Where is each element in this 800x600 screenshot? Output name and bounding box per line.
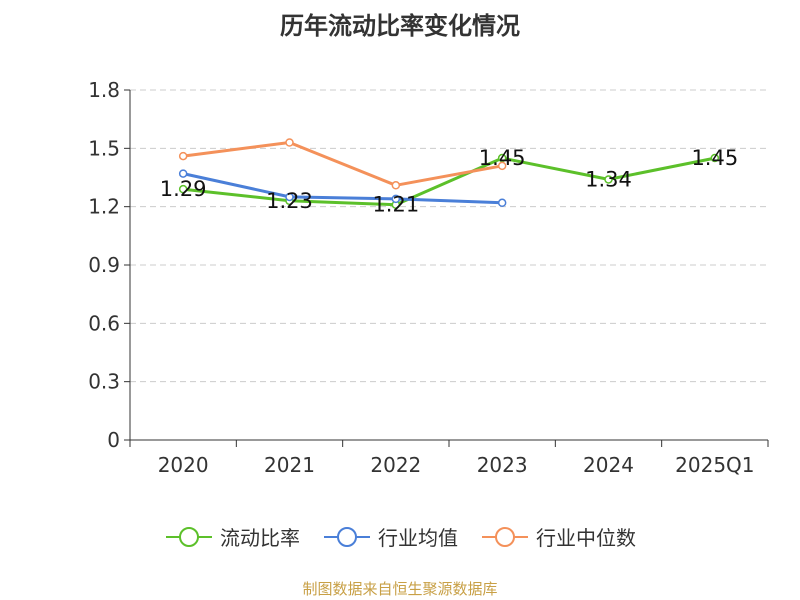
data-label: 1.45 (479, 146, 526, 170)
data-point (285, 138, 294, 147)
data-label: 1.23 (266, 189, 313, 213)
series-line-3 (183, 141, 503, 187)
data-point (497, 153, 507, 163)
data-point (178, 151, 188, 161)
source-note: 制图数据来自恒生聚源数据库 (302, 580, 498, 598)
data-label: 1.29 (160, 177, 207, 201)
legend-label: 流动比率 (220, 526, 300, 550)
x-tick-label: 2020 (158, 453, 209, 477)
legend-label: 行业均值 (378, 526, 458, 550)
x-tick-label: 2025Q1 (675, 453, 754, 477)
data-point (604, 175, 613, 184)
y-tick-label: 1.5 (88, 136, 120, 160)
legend-item: 行业中位数 (480, 522, 636, 551)
chart-title: 历年流动比率变化情况 (280, 12, 520, 40)
data-point (178, 184, 188, 194)
data-point (497, 198, 507, 208)
legend-label: 行业中位数 (536, 526, 636, 550)
legend-swatch (482, 526, 528, 547)
data-point (178, 169, 188, 178)
data-label: 1.34 (585, 167, 632, 191)
y-tick-label: 1.8 (88, 78, 120, 102)
legend: 流动比率 行业均值 行业中位数 (0, 522, 800, 551)
data-point (391, 181, 401, 190)
x-tick-label: 2022 (370, 453, 421, 477)
data-point (391, 194, 401, 204)
data-point (497, 161, 507, 171)
series-line-1 (183, 156, 716, 207)
legend-swatch (324, 526, 370, 547)
y-tick-label: 0.3 (88, 370, 120, 394)
x-tick-label: 2021 (264, 453, 315, 477)
y-tick-label: 1.2 (88, 195, 120, 219)
data-label: 1.21 (372, 193, 419, 217)
legend-swatch (166, 526, 212, 547)
y-tick-label: 0.6 (88, 311, 120, 335)
legend-item: 流动比率 (164, 522, 300, 551)
data-point (285, 192, 294, 202)
legend-item: 行业均值 (322, 522, 458, 551)
x-tick-label: 2024 (583, 453, 634, 477)
data-point (710, 153, 720, 163)
y-tick-label: 0.9 (88, 253, 120, 277)
data-label: 1.45 (691, 146, 738, 170)
y-tick-label: 0 (107, 428, 120, 452)
series-line-2 (182, 172, 503, 205)
x-tick-label: 2023 (477, 453, 528, 477)
